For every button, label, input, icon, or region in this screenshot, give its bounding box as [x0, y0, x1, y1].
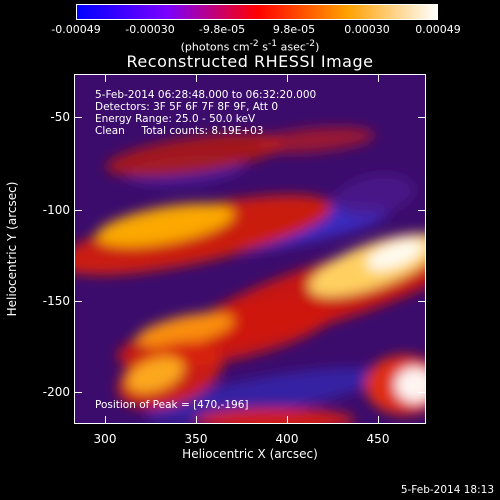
info-total-counts: Clean Total counts: 8.19E+03 — [95, 125, 264, 137]
y-tick-label: -150 — [42, 294, 70, 308]
x-tick-mark — [287, 74, 288, 82]
x-axis-label: Heliocentric X (arcsec) — [182, 447, 318, 461]
y-tick-mark — [418, 392, 426, 393]
y-tick-mark — [74, 117, 82, 118]
image-blob — [366, 239, 424, 271]
x-tick-label: 450 — [366, 432, 390, 446]
image-blob — [95, 203, 235, 247]
x-tick-label: 350 — [184, 432, 208, 446]
image-blob — [395, 367, 425, 403]
x-tick-mark — [378, 74, 379, 82]
colorbar-tick-label: -0.00049 — [51, 23, 101, 36]
image-blob — [136, 312, 234, 348]
x-tick-mark — [196, 74, 197, 82]
image-blob — [126, 356, 184, 394]
x-tick-mark — [105, 416, 106, 424]
colorbar-tick-label: 0.00049 — [415, 23, 461, 36]
y-tick-mark — [74, 301, 82, 302]
x-tick-mark — [287, 416, 288, 424]
image-blob — [195, 408, 355, 423]
info-time-range: 5-Feb-2014 06:28:48.000 to 06:32:20.000 — [95, 89, 317, 101]
image-blob — [105, 133, 285, 177]
image-title: Reconstructed RHESSI Image — [126, 52, 374, 71]
x-tick-label: 400 — [275, 432, 299, 446]
image-blob — [146, 367, 384, 423]
info-peak-position: Position of Peak = [470,-196] — [95, 399, 249, 411]
rhessi-image: 5-Feb-2014 06:28:48.000 to 06:32:20.000 … — [74, 74, 426, 424]
y-tick-mark — [418, 117, 426, 118]
colorbar-tick-label: -9.8e-05 — [198, 23, 246, 36]
colorbar-tick-label: 0.00030 — [344, 23, 390, 36]
x-tick-label: 300 — [93, 432, 117, 446]
colorbar-units: (photons cm-2 s-1 asec-2) — [180, 38, 320, 54]
x-tick-mark — [378, 416, 379, 424]
colorbar-tick-label: -0.00030 — [125, 23, 175, 36]
image-heatmap — [75, 75, 425, 423]
x-tick-mark — [105, 74, 106, 82]
y-tick-label: -50 — [50, 110, 70, 124]
colorbar — [76, 4, 438, 20]
y-tick-mark — [418, 301, 426, 302]
y-tick-label: -100 — [42, 203, 70, 217]
x-tick-mark — [196, 416, 197, 424]
image-blob — [255, 126, 375, 154]
y-tick-label: -200 — [42, 385, 70, 399]
y-axis-label: Heliocentric Y (arcsec) — [5, 181, 19, 317]
y-tick-mark — [418, 210, 426, 211]
timestamp: 5-Feb-2014 18:13 — [400, 484, 494, 496]
y-tick-mark — [74, 210, 82, 211]
image-blob — [335, 174, 415, 216]
colorbar-tick-label: 9.8e-05 — [272, 23, 316, 36]
y-tick-mark — [74, 392, 82, 393]
info-detectors: Detectors: 3F 5F 6F 7F 8F 9F, Att 0 — [95, 101, 279, 113]
info-energy-range: Energy Range: 25.0 - 50.0 keV — [95, 113, 256, 125]
